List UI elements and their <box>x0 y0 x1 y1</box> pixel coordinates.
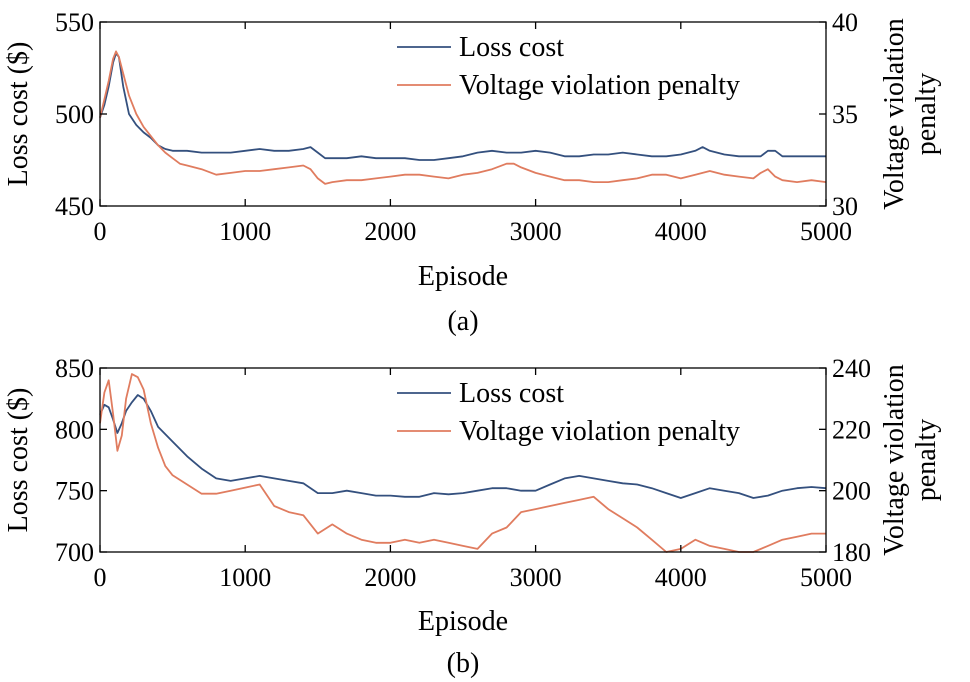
chart-0-y-left-tick-label: 450 <box>55 192 94 221</box>
chart-1-y-right-label-line-1: penalty <box>911 419 942 501</box>
chart-0-x-tick-label: 5000 <box>800 217 852 246</box>
chart-1-y-left-tick-label: 850 <box>55 354 94 383</box>
chart-1-x-tick-label: 0 <box>94 563 107 592</box>
chart-1-y-right-tick-label: 240 <box>832 354 871 383</box>
chart-1-legend-label-1: Voltage violation penalty <box>459 416 740 447</box>
chart-1-y-left-tick-label: 700 <box>55 538 94 567</box>
chart-1-y-right-tick-label: 220 <box>832 415 871 444</box>
chart-1-x-tick-label: 4000 <box>655 563 707 592</box>
chart-0-panel-label: (a) <box>447 306 478 337</box>
chart-1-plot-frame <box>99 367 827 553</box>
chart-1-x-tick-label: 2000 <box>364 563 416 592</box>
chart-1-x-tick-label: 1000 <box>219 563 271 592</box>
chart-1-x-tick-label: 5000 <box>800 563 852 592</box>
chart-0-y-left-label: Loss cost ($) <box>3 42 34 187</box>
chart-0-y-left-tick-label: 500 <box>55 100 94 129</box>
chart-0-x-tick-label: 2000 <box>364 217 416 246</box>
chart-0-legend-label-1: Voltage violation penalty <box>459 70 740 101</box>
chart-1-y-left-tick-label: 800 <box>55 415 94 444</box>
chart-1-panel-label: (b) <box>447 648 480 679</box>
chart-0-x-tick-label: 4000 <box>655 217 707 246</box>
chart-1-y-right-tick-label: 200 <box>832 477 871 506</box>
chart-0-x-tick-label: 3000 <box>510 217 562 246</box>
chart-1-y-right-label-line-0: Voltage violation <box>879 364 910 556</box>
chart-0-x-tick-label: 0 <box>94 217 107 246</box>
chart-1-y-left-tick-label: 750 <box>55 477 94 506</box>
chart-1-y-right-tick-label: 180 <box>832 538 871 567</box>
chart-1-x-tick-label: 3000 <box>510 563 562 592</box>
chart-1-y-left-label: Loss cost ($) <box>3 388 34 533</box>
chart-panel-a: 0 1000 2000 3000 4000 5000 450 500 550 30 35 40 Loss… <box>3 8 942 337</box>
chart-0-x-label: Episode <box>418 261 508 292</box>
chart-0-y-right-label-line-0: Voltage violation <box>879 18 910 210</box>
chart-0-y-right-tick-label: 35 <box>832 100 858 129</box>
chart-1-series-penalty-line <box>99 373 826 553</box>
chart-0-y-right-label-line-1: penalty <box>911 73 942 155</box>
chart-0-y-left-tick-label: 550 <box>55 8 94 37</box>
chart-1-legend-label-0: Loss cost <box>459 378 564 409</box>
chart-0-y-right-tick-label: 30 <box>832 192 858 221</box>
chart-0-x-tick-label: 1000 <box>219 217 271 246</box>
chart-panel-b: 0 1000 2000 3000 4000 5000 700 750 800 850 180 200 2… <box>3 354 942 679</box>
chart-0-y-right-tick-label: 40 <box>832 8 858 37</box>
chart-0-series-penalty-line <box>99 50 827 185</box>
chart-0-legend-label-0: Loss cost <box>459 32 564 63</box>
chart-1-x-label: Episode <box>418 606 508 637</box>
